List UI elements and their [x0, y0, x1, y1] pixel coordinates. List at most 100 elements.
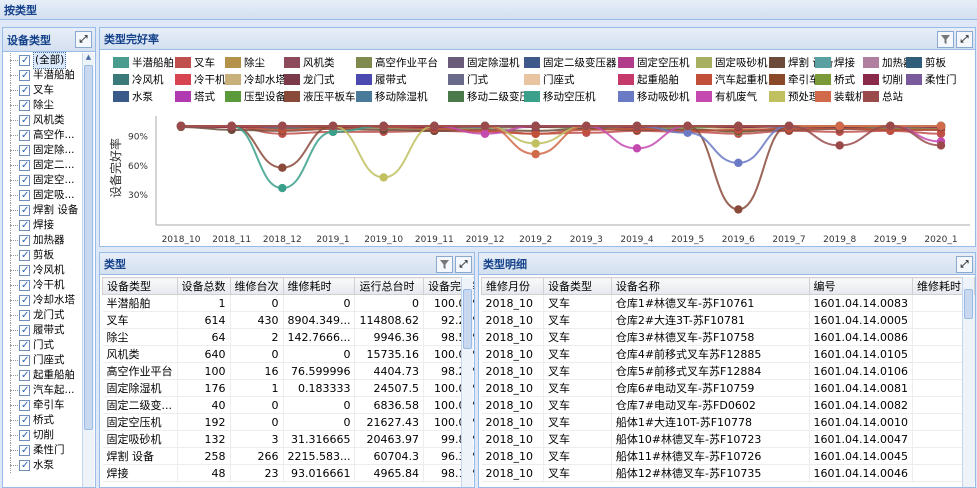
checkbox[interactable] — [19, 398, 30, 413]
expand-icon[interactable]: ⤢ — [956, 31, 973, 48]
legend-item[interactable]: 移动吸砂机 — [618, 89, 690, 103]
checkbox[interactable] — [19, 293, 30, 308]
column-header[interactable]: 维修台次 — [229, 277, 284, 295]
legend-item[interactable]: 柔性门 — [906, 72, 957, 86]
column-header[interactable]: 编号 — [808, 277, 914, 295]
column-header[interactable]: 维修耗时 — [282, 277, 356, 295]
table-row[interactable]: 2018_10 叉车 仓库1#林德叉车-苏F10761 1601.04.14.0083… — [481, 294, 975, 312]
tree-item[interactable]: 龙门式 — [3, 308, 83, 323]
checkbox[interactable] — [19, 458, 30, 473]
column-header[interactable]: 设备类型 — [102, 277, 178, 295]
tree-item[interactable]: 牵引车 — [3, 398, 83, 413]
tree-item[interactable]: 固定空... — [3, 173, 83, 188]
tree-item[interactable]: 固定二... — [3, 158, 83, 173]
tree-item[interactable]: 叉车 — [3, 83, 83, 98]
scroll-up-icon[interactable]: ▲ — [85, 53, 92, 61]
table-row[interactable]: 2018_10 叉车 船体12#林德叉车-苏F10735 1601.04.14.004… — [481, 464, 975, 482]
checkbox[interactable] — [19, 68, 30, 83]
table-row[interactable]: 2018_10 叉车 仓库7#电动叉车-苏FD0602 1601.04.14.0082… — [481, 396, 975, 414]
legend-item[interactable]: 有机废气 — [696, 89, 757, 103]
legend-item[interactable]: 起重船舶 — [618, 72, 679, 86]
checkbox[interactable] — [19, 188, 30, 203]
legend-item[interactable]: 水泵 — [113, 89, 153, 103]
tree-item[interactable]: 冷风机 — [3, 263, 83, 278]
legend-item[interactable]: 切削 — [863, 72, 903, 86]
checkbox[interactable] — [19, 278, 30, 293]
column-header[interactable]: 运行总台时 — [354, 277, 424, 295]
legend-item[interactable]: 固定二级变压器 — [524, 55, 617, 69]
tree-item[interactable]: 固定吸... — [3, 188, 83, 203]
legend-item[interactable]: 移动除湿机 — [356, 89, 428, 103]
detail-table-scrollbar[interactable] — [962, 277, 974, 487]
legend-item[interactable]: 履带式 — [356, 72, 407, 86]
checkbox[interactable] — [19, 368, 30, 383]
table-row[interactable]: 2018_10 叉车 仓库5#前移式叉车苏F12884 1601.04.14.0106… — [481, 362, 975, 380]
checkbox[interactable] — [19, 218, 30, 233]
expand-icon[interactable]: ⤢ — [455, 256, 472, 273]
legend-item[interactable]: 门式 — [448, 72, 488, 86]
checkbox[interactable] — [19, 173, 30, 188]
checkbox[interactable] — [19, 233, 30, 248]
legend-item[interactable]: 除尘 — [225, 55, 265, 69]
tree-item[interactable]: 门式 — [3, 338, 83, 353]
legend-item[interactable]: 固定吸砂机 — [696, 55, 768, 69]
table-row[interactable]: 2018_10 叉车 船体1#大连10T-苏F10778 1601.04.14.001… — [481, 413, 975, 431]
legend-item[interactable]: 移动空压机 — [524, 89, 596, 103]
type-table-scrollbar[interactable] — [461, 277, 473, 487]
expand-icon[interactable]: ⤢ — [956, 256, 973, 273]
checkbox[interactable] — [19, 443, 30, 458]
filter-icon[interactable] — [436, 256, 453, 273]
legend-item[interactable]: 冷干机 — [175, 72, 226, 86]
table-row[interactable]: 2018_10 叉车 船体10#林德叉车-苏F10723 1601.04.14.004… — [481, 430, 975, 448]
expand-icon[interactable]: ⤢ — [75, 31, 92, 48]
legend-item[interactable]: 高空作业平台 — [356, 55, 438, 69]
checkbox[interactable] — [19, 353, 30, 368]
table-row[interactable]: 2018_10 叉车 仓库2#大连3T-苏F10781 1601.04.14.0005… — [481, 311, 975, 329]
column-header[interactable]: 维修耗时 — [912, 277, 975, 295]
legend-item[interactable]: 压型设备 — [225, 89, 286, 103]
checkbox[interactable] — [19, 53, 30, 68]
checkbox[interactable] — [19, 98, 30, 113]
legend-item[interactable]: 预处理 — [769, 89, 820, 103]
legend-item[interactable]: 塔式 — [175, 89, 215, 103]
table-row[interactable]: 2018_10 叉车 仓库6#电动叉车-苏F10759 1601.04.14.0081… — [481, 379, 975, 397]
checkbox[interactable] — [19, 158, 30, 173]
legend-item[interactable]: 冷却水塔 — [225, 72, 286, 86]
tree-item[interactable]: 风机类 — [3, 113, 83, 128]
checkbox[interactable] — [19, 143, 30, 158]
column-header[interactable]: 设备总数 — [176, 277, 231, 295]
tree-item[interactable]: 桥式 — [3, 413, 83, 428]
tree-item[interactable]: 水泵 — [3, 458, 83, 473]
legend-item[interactable]: 移动二级变压器 — [448, 89, 541, 103]
legend-item[interactable]: 总站 — [863, 89, 903, 103]
legend-item[interactable]: 固定除湿机 — [448, 55, 520, 69]
scroll-thumb[interactable] — [463, 289, 472, 349]
legend-item[interactable]: 固定空压机 — [618, 55, 690, 69]
tree-item[interactable]: 履带式 — [3, 323, 83, 338]
legend-item[interactable]: 桥式 — [815, 72, 855, 86]
tree-item[interactable]: 起重船舶 — [3, 368, 83, 383]
checkbox[interactable] — [19, 338, 30, 353]
legend-item[interactable]: 门座式 — [524, 72, 575, 86]
tree-scrollbar[interactable]: ▲ — [82, 53, 94, 487]
checkbox[interactable] — [19, 248, 30, 263]
scroll-thumb[interactable] — [84, 65, 93, 430]
column-header[interactable]: 维修月份 — [481, 277, 544, 295]
legend-item[interactable]: 加热器 — [863, 55, 914, 69]
tree-item[interactable]: 焊割 设备 — [3, 203, 83, 218]
column-header[interactable]: 设备类型 — [542, 277, 612, 295]
tree-item[interactable]: 除尘 — [3, 98, 83, 113]
checkbox[interactable] — [19, 263, 30, 278]
tree-item[interactable]: 固定除... — [3, 143, 83, 158]
table-row[interactable]: 2018_10 叉车 船体11#林德叉车-苏F10726 1601.04.14.004… — [481, 447, 975, 465]
column-header[interactable]: 设备名称 — [610, 277, 810, 295]
tree-item[interactable]: 焊接 — [3, 218, 83, 233]
filter-icon[interactable] — [937, 31, 954, 48]
